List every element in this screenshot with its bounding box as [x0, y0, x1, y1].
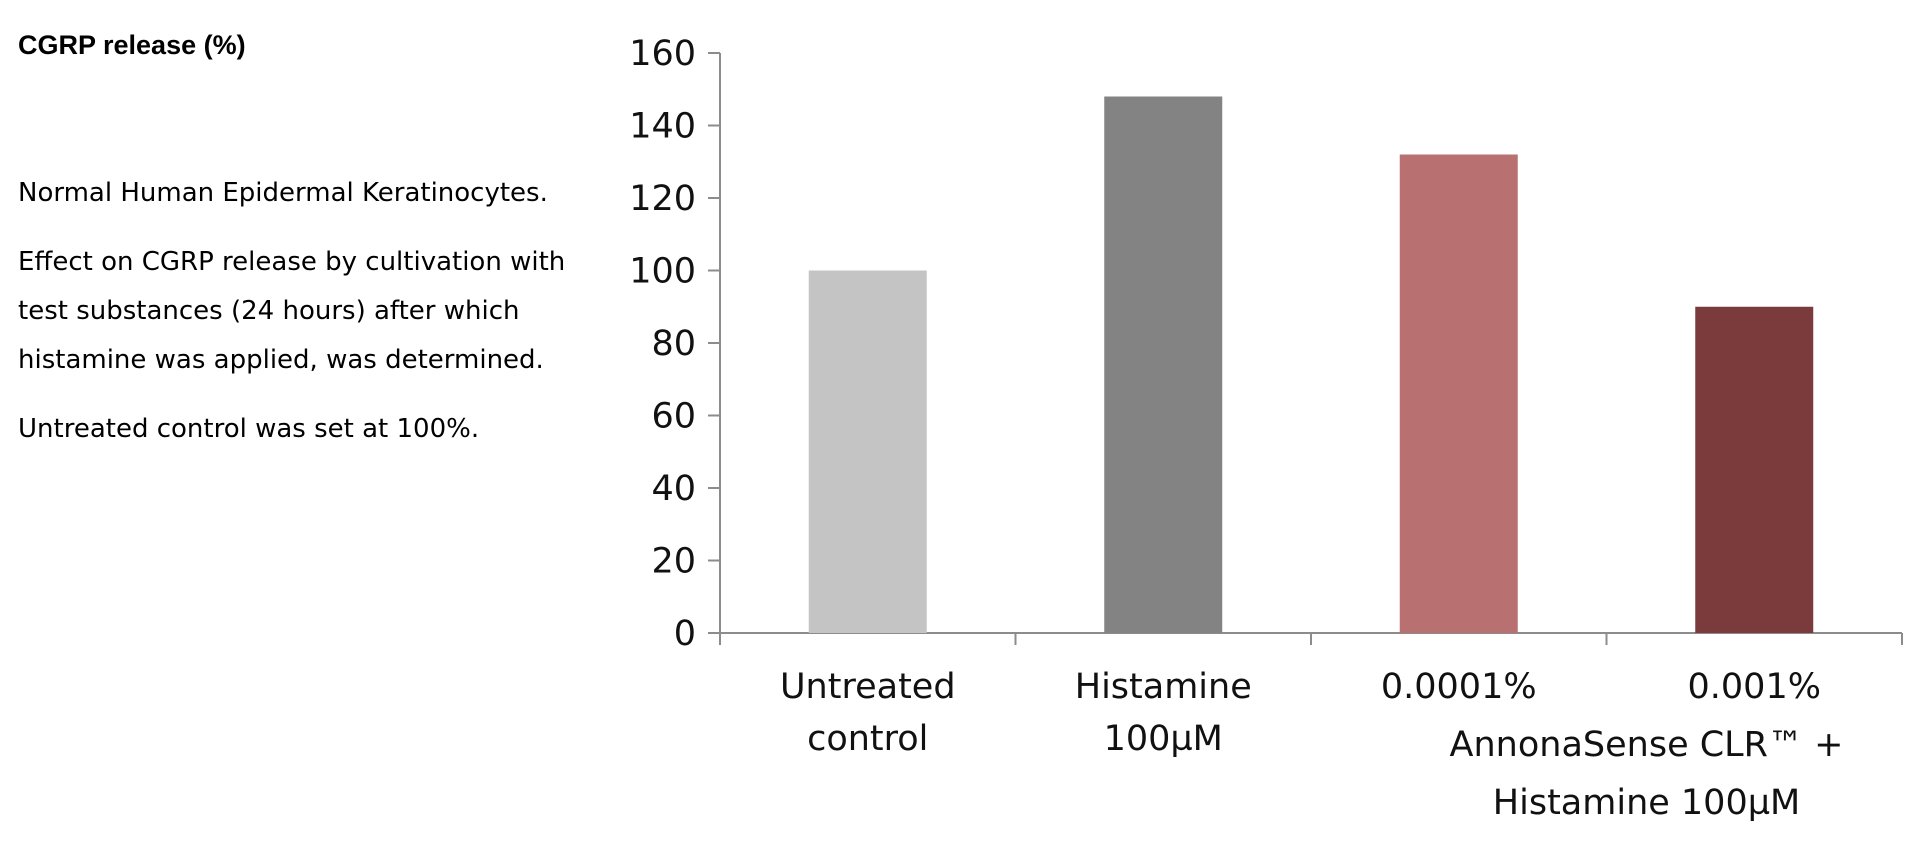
category-label: 0.0001% [1381, 667, 1537, 707]
bar [808, 270, 927, 633]
bar [1104, 96, 1223, 633]
category-label: 100µM [1104, 719, 1223, 759]
description-cells: Normal Human Epidermal Keratinocytes. [18, 178, 548, 208]
category-label: control [807, 719, 928, 759]
y-axis: 0 20 40 60 80 100 120 140 160 [629, 34, 721, 654]
bar-chart: 0 20 40 60 80 100 120 140 160 Untreated control Hi… [629, 34, 1903, 823]
description-panel: CGRP release (%) Normal Human Epidermal … [18, 30, 578, 474]
y-tick-label: 0 [674, 614, 696, 654]
y-tick-label: 80 [651, 324, 696, 364]
y-tick-label: 20 [651, 542, 696, 582]
group-label: Histamine 100µM [1493, 783, 1800, 823]
category-label: Untreated [780, 667, 956, 707]
y-tick-label: 120 [629, 179, 696, 219]
category-labels: Untreated control Histamine 100µM 0.0001% 0.0… [780, 667, 1844, 823]
group-label: AnnonaSense CLR™ + [1450, 725, 1844, 765]
x-axis [719, 632, 1903, 645]
y-tick-label: 160 [629, 34, 696, 74]
bars [808, 96, 1814, 633]
bar [1695, 306, 1814, 633]
description-control-note: Untreated control was set at 100%. [18, 414, 480, 444]
category-label: Histamine [1075, 667, 1252, 707]
description-method: Effect on CGRP release by cultivation wi… [18, 247, 566, 375]
y-tick-label: 60 [651, 397, 696, 437]
category-label: 0.001% [1688, 667, 1821, 707]
y-tick-label: 140 [629, 107, 696, 147]
y-tick-label: 100 [629, 252, 696, 292]
y-tick-label: 40 [651, 469, 696, 509]
bar [1399, 154, 1518, 633]
chart-title: CGRP release (%) [18, 30, 246, 60]
